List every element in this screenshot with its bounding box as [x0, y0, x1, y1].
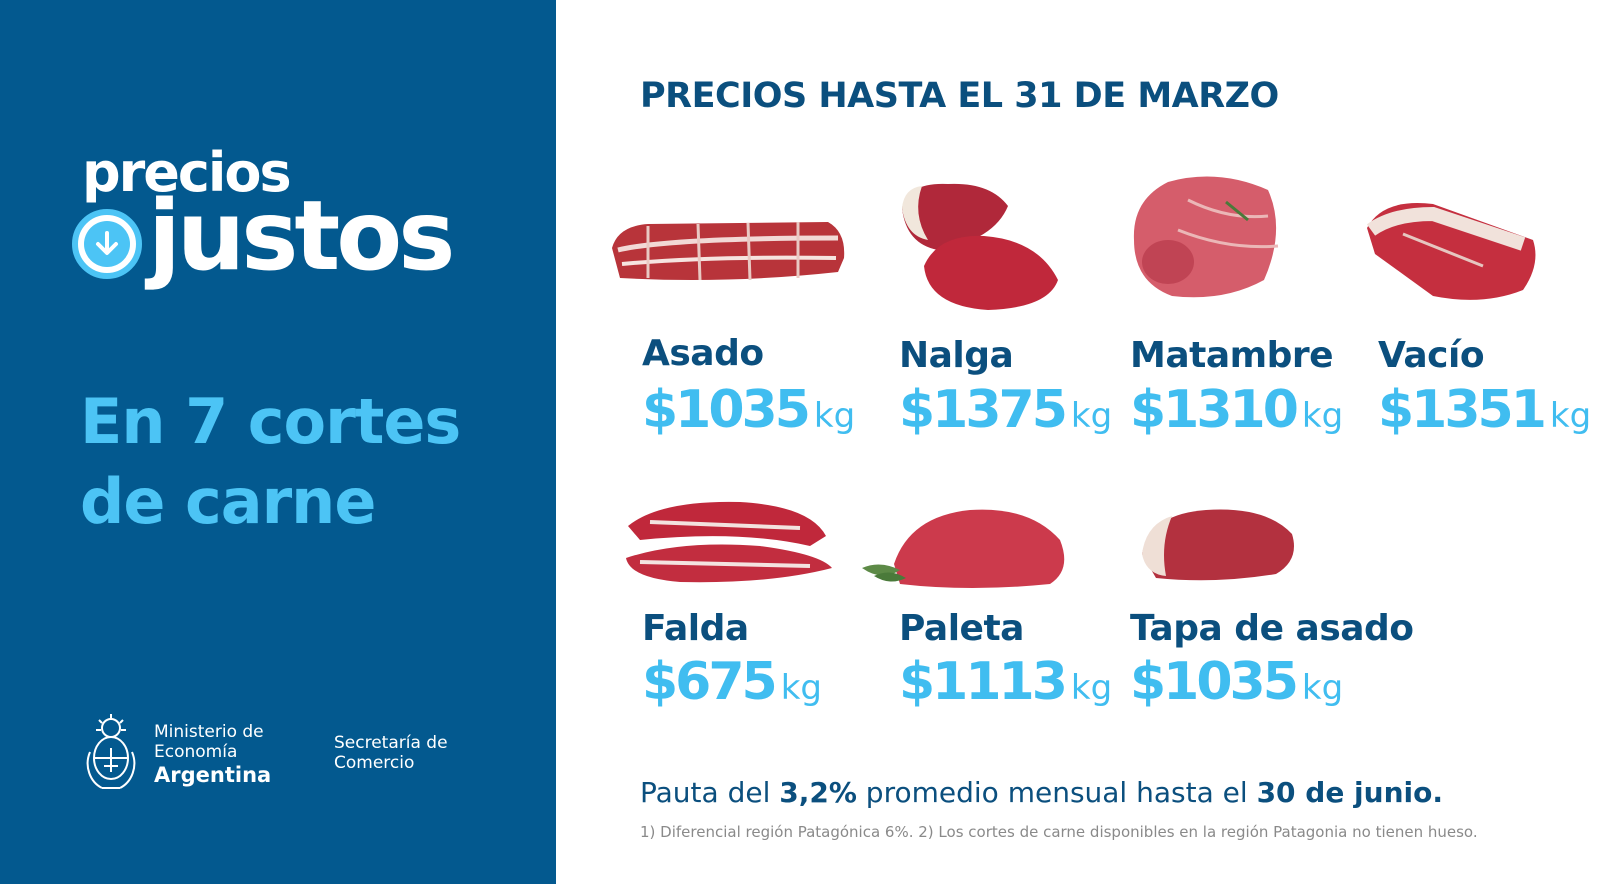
headline: En 7 cortes de carne	[80, 382, 461, 542]
coat-of-arms-icon	[86, 714, 136, 789]
brand-panel: precios justos En 7 cortes de carne Mini…	[0, 0, 556, 884]
cut-name-asado: Asado	[642, 333, 764, 374]
note-prefix: Pauta del	[640, 776, 780, 809]
note-middle: promedio mensual hasta el	[856, 776, 1257, 809]
cut-name-matambre: Matambre	[1130, 335, 1334, 376]
price-amount: $675	[642, 652, 778, 712]
headline-line-2: de carne	[80, 465, 376, 538]
down-arrow-icon	[72, 209, 142, 279]
headline-line-1: En 7 cortes	[80, 385, 461, 458]
cut-price-nalga: $1375 kg	[899, 380, 1112, 440]
price-amount: $1310	[1130, 380, 1299, 440]
price-unit: kg	[1301, 668, 1344, 708]
price-unit: kg	[1301, 396, 1344, 436]
cut-price-matambre: $1310 kg	[1130, 380, 1343, 440]
cut-name-falda: Falda	[642, 608, 749, 649]
paleta-meat-image	[862, 509, 1065, 588]
secretary-line-2: Comercio	[334, 753, 415, 773]
tapa-de-asado-meat-image	[1142, 509, 1294, 581]
logo-justos-text: justos	[148, 180, 455, 292]
falda-meat-image	[626, 501, 832, 583]
cut-price-paleta: $1113 kg	[899, 652, 1112, 712]
price-amount: $1375	[899, 380, 1068, 440]
price-amount: $1351	[1378, 380, 1547, 440]
price-unit: kg	[1549, 396, 1592, 436]
matambre-meat-image	[1133, 176, 1279, 298]
secretary-line-1: Secretaría de	[334, 733, 448, 753]
logo-precios-text: precios	[82, 141, 292, 204]
price-guideline-note: Pauta del 3,2% promedio mensual hasta el…	[640, 776, 1443, 809]
ministry-line-1: Ministerio de	[154, 722, 264, 742]
price-amount: $1035	[642, 380, 811, 440]
cut-price-vacio: $1351 kg	[1378, 380, 1591, 440]
price-unit: kg	[1070, 668, 1113, 708]
vacio-meat-image	[1366, 203, 1536, 300]
price-unit: kg	[813, 396, 856, 436]
note-rate: 3,2%	[779, 776, 857, 809]
cut-price-falda: $675 kg	[642, 652, 822, 712]
ministry-line-2: Economía	[154, 742, 238, 762]
secretary-label: Secretaría de Comercio	[334, 733, 448, 773]
ministry-line-3: Argentina	[154, 763, 272, 787]
price-unit: kg	[1070, 396, 1113, 436]
cut-name-nalga: Nalga	[899, 335, 1014, 376]
cut-name-paleta: Paleta	[899, 608, 1024, 649]
asado-meat-image	[612, 222, 845, 281]
price-amount: $1113	[899, 652, 1068, 712]
prices-panel	[556, 0, 1600, 884]
page-title: PRECIOS HASTA EL 31 DE MARZO	[640, 76, 1279, 116]
cut-name-vacio: Vacío	[1378, 335, 1485, 376]
cut-price-asado: $1035 kg	[642, 380, 855, 440]
nalga-meat-image	[902, 183, 1058, 310]
cut-price-tapa-de-asado: $1035 kg	[1130, 652, 1343, 712]
footnote: 1) Diferencial región Patagónica 6%. 2) …	[640, 823, 1478, 841]
note-date: 30 de junio.	[1256, 776, 1443, 809]
price-unit: kg	[780, 668, 823, 708]
price-amount: $1035	[1130, 652, 1299, 712]
ministry-label: Ministerio de Economía Argentina	[154, 722, 271, 788]
cut-name-tapa-de-asado: Tapa de asado	[1130, 608, 1414, 649]
